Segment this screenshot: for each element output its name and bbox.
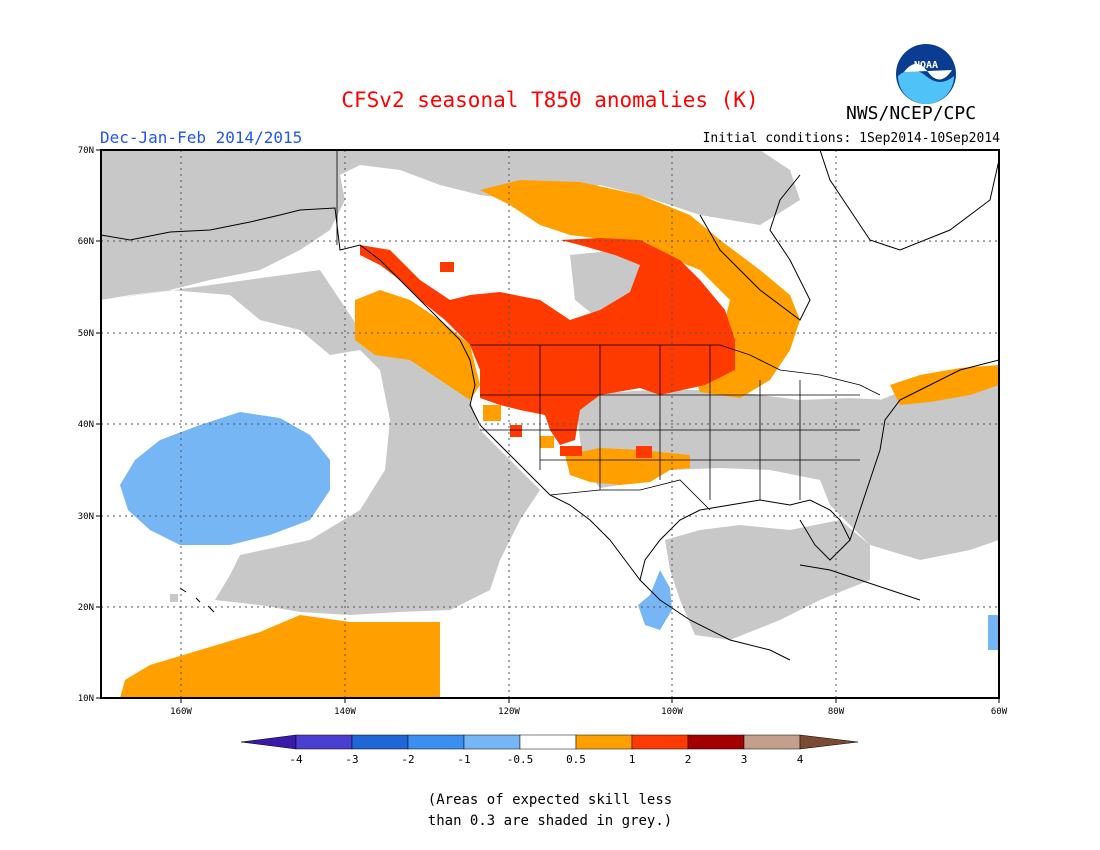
lon-label-140: 140W: [334, 707, 356, 717]
lat-label-30: 30N: [78, 512, 94, 522]
noaa-logo: NOAA: [896, 44, 956, 104]
legend-tick-labels: -4 -3 -2 -1 -0.5 0.5 1 2 3 4: [289, 753, 803, 766]
lat-label-60: 60N: [78, 237, 94, 247]
lon-labels: 160W 140W 120W 100W 80W 60W: [170, 707, 1008, 717]
noaa-logo-text: NOAA: [914, 60, 938, 71]
graticule: [101, 150, 999, 698]
legend-tick-m05: -0.5: [507, 753, 534, 766]
legend-tick-m1: -1: [457, 753, 470, 766]
political-borders: [336, 150, 881, 511]
color-legend: [240, 734, 859, 750]
legend-tick-3: 3: [741, 753, 748, 766]
legend-tick-2: 2: [685, 753, 692, 766]
legend-swatch-neutral: [519, 734, 577, 750]
grey-west-coast: [101, 270, 540, 615]
season-label: Dec-Jan-Feb 2014/2015: [100, 128, 303, 147]
red-arizona-spot: [560, 446, 582, 456]
lat-label-10: 10N: [78, 694, 94, 704]
legend-swatch-05-1: [575, 734, 633, 750]
blue-mexico: [638, 570, 672, 630]
orange-southwest: [565, 448, 690, 485]
coast-greenland: [819, 150, 999, 251]
agency-label: NWS/NCEP/CPC: [846, 103, 977, 124]
lon-label-60: 60W: [991, 707, 1008, 717]
legend-swatch-m3-m2: [351, 734, 409, 750]
border-us-canada: [470, 344, 881, 396]
legend-swatch-1-2: [631, 734, 689, 750]
lat-labels: 70N 60N 50N 40N 30N 20N 10N: [78, 146, 94, 704]
warm-anomaly-1-2: [360, 238, 735, 458]
map-title: CFSv2 seasonal T850 anomalies (K): [341, 88, 759, 112]
red-newmexico-spot: [636, 446, 652, 458]
lon-label-120: 120W: [498, 707, 520, 717]
caption-line-1: (Areas of expected skill less: [427, 792, 673, 808]
lat-label-40: 40N: [78, 420, 94, 430]
coast-alaska: [101, 207, 791, 661]
lon-label-100: 100W: [661, 707, 683, 717]
coast-gulf: [639, 499, 851, 581]
lat-label-70: 70N: [78, 146, 94, 156]
legend-swatch-m4-m3: [295, 734, 353, 750]
coast-east: [849, 359, 999, 541]
low-skill-regions: [101, 150, 999, 640]
orange-northeast: [890, 365, 999, 405]
legend-tick-m4: -4: [289, 753, 303, 766]
initial-conditions-label: Initial conditions: 1Sep2014-10Sep2014: [702, 131, 1000, 146]
coast-cuba: [799, 564, 921, 601]
legend-swatch-m2-m1: [407, 734, 465, 750]
border-us-mexico: [549, 479, 711, 511]
legend-tick-m2: -2: [401, 753, 414, 766]
skill-caption: (Areas of expected skill less than 0.3 a…: [0, 790, 1100, 832]
noaa-logo-bird: [904, 64, 952, 80]
legend-swatch-2-3: [687, 734, 745, 750]
orange-tropical-pacific: [120, 615, 440, 698]
legend-tick-m3: -3: [345, 753, 358, 766]
legend-tick-1: 1: [629, 753, 636, 766]
coast-hudson: [699, 174, 811, 321]
lat-label-20: 20N: [78, 603, 94, 613]
cool-anomaly-m05-m1: [120, 412, 999, 650]
lat-label-50: 50N: [78, 329, 94, 339]
axis-ticks: [96, 149, 1000, 703]
orange-utah-spot: [483, 405, 501, 421]
noaa-logo-wave: [898, 70, 954, 104]
legend-tick-05: 0.5: [566, 753, 586, 766]
anomaly-fields: [101, 150, 999, 698]
orange-arizona-spot: [540, 436, 554, 448]
orange-bc-coast: [355, 290, 480, 400]
lon-label-160: 160W: [170, 707, 192, 717]
legend-arrow-right: [799, 734, 859, 750]
blue-caribbean-edge: [988, 615, 999, 650]
grey-gulf-caribbean: [665, 520, 870, 640]
blue-east-pacific: [120, 412, 330, 545]
grey-arctic-pacific: [101, 150, 800, 300]
grey-hawaii-dot: [170, 594, 178, 602]
legend-arrow-left: [240, 734, 297, 750]
caption-line-2: than 0.3 are shaded in grey.): [427, 813, 673, 829]
red-plains-canada: [360, 238, 735, 445]
legend-swatch-m1-m05: [463, 734, 521, 750]
lon-label-80: 80W: [828, 707, 845, 717]
grey-north-atlantic: [880, 375, 999, 520]
legend-swatch-3-4: [743, 734, 801, 750]
red-ca-spot: [440, 262, 454, 272]
coastlines: [101, 150, 999, 661]
legend-tick-4: 4: [797, 753, 804, 766]
red-nevada-spot: [510, 425, 522, 437]
